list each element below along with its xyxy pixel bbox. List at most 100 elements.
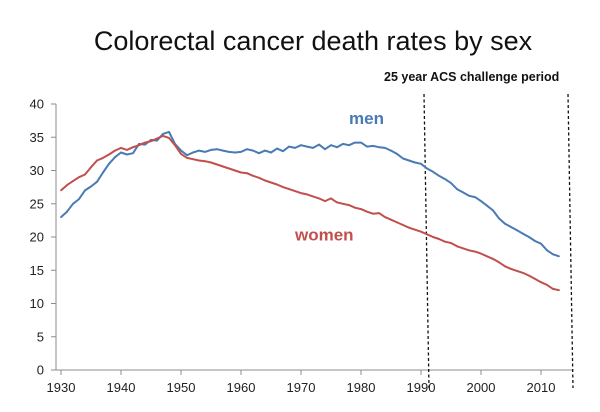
- x-tick-label: 1950: [167, 380, 196, 395]
- data-point-women: [540, 281, 542, 284]
- data-point-men: [282, 150, 284, 153]
- data-point-women: [138, 144, 140, 147]
- data-point-men: [270, 151, 272, 154]
- data-point-women: [372, 212, 374, 215]
- data-point-men: [60, 216, 62, 219]
- data-point-women: [144, 141, 146, 144]
- data-point-women: [210, 161, 212, 164]
- data-point-women: [156, 137, 158, 140]
- data-point-men: [90, 185, 92, 188]
- data-point-men: [552, 253, 554, 256]
- data-point-women: [378, 212, 380, 215]
- data-point-men: [450, 182, 452, 185]
- data-point-men: [132, 152, 134, 155]
- data-point-men: [330, 144, 332, 147]
- data-point-women: [324, 200, 326, 203]
- data-point-men: [204, 151, 206, 153]
- x-tick-label: 2000: [467, 380, 496, 395]
- data-point-women: [192, 158, 194, 161]
- data-point-women: [246, 172, 248, 175]
- data-point-women: [66, 184, 68, 187]
- data-point-women: [528, 274, 530, 277]
- data-point-men: [498, 217, 500, 220]
- challenge-period-boundary: [423, 93, 430, 389]
- data-point-women: [504, 265, 506, 268]
- data-point-women: [162, 135, 164, 137]
- data-point-women: [384, 216, 386, 219]
- challenge-period-label: 25 year ACS challenge period: [384, 70, 559, 84]
- data-point-women: [288, 188, 290, 191]
- data-point-women: [390, 218, 392, 221]
- data-point-women: [318, 197, 320, 200]
- data-point-women: [534, 278, 536, 280]
- data-point-men: [252, 149, 254, 152]
- data-point-men: [210, 149, 212, 151]
- data-point-women: [270, 181, 272, 184]
- data-point-men: [120, 151, 122, 154]
- data-point-women: [366, 210, 368, 213]
- data-point-women: [180, 153, 182, 155]
- data-point-men: [528, 236, 530, 238]
- x-tick-label: 1980: [347, 380, 376, 395]
- data-point-women: [510, 268, 512, 270]
- data-point-women: [492, 258, 494, 260]
- data-point-women: [420, 230, 422, 233]
- data-point-men: [324, 148, 326, 151]
- data-point-men: [366, 145, 368, 148]
- data-point-women: [408, 226, 410, 229]
- data-point-men: [408, 159, 410, 162]
- data-point-women: [396, 221, 398, 224]
- data-point-women: [120, 147, 122, 149]
- data-point-men: [78, 198, 80, 201]
- data-point-men: [276, 147, 278, 150]
- data-point-men: [360, 141, 362, 144]
- data-point-women: [462, 247, 464, 250]
- data-point-women: [96, 159, 98, 162]
- y-tick-label: 20: [30, 230, 44, 245]
- data-point-women: [516, 270, 518, 272]
- data-point-men: [414, 161, 416, 164]
- data-point-men: [378, 146, 380, 149]
- data-point-women: [456, 245, 458, 248]
- data-point-women: [294, 190, 296, 193]
- data-point-men: [216, 148, 218, 151]
- data-point-women: [198, 159, 200, 162]
- data-point-men: [318, 143, 320, 146]
- data-point-men: [336, 146, 338, 149]
- data-point-men: [492, 209, 494, 212]
- data-point-women: [72, 180, 74, 183]
- data-point-men: [420, 162, 422, 165]
- data-point-women: [468, 249, 470, 252]
- data-point-men: [228, 151, 230, 153]
- data-point-women: [90, 166, 92, 169]
- data-point-women: [426, 233, 428, 236]
- data-point-women: [258, 176, 260, 179]
- data-point-women: [108, 153, 110, 156]
- data-point-men: [114, 156, 116, 159]
- data-point-men: [396, 153, 398, 155]
- data-point-men: [384, 147, 386, 149]
- data-point-men: [66, 210, 68, 213]
- chart-title: Colorectal cancer death rates by sex: [94, 26, 533, 56]
- data-point-women: [552, 288, 554, 290]
- data-point-women: [414, 228, 416, 231]
- data-point-men: [222, 149, 224, 152]
- data-point-women: [480, 252, 482, 255]
- data-point-women: [348, 204, 350, 207]
- data-point-women: [114, 149, 116, 152]
- data-point-women: [432, 236, 434, 238]
- data-point-women: [186, 157, 188, 159]
- data-point-men: [534, 240, 536, 242]
- data-point-women: [282, 186, 284, 189]
- data-point-men: [234, 151, 236, 154]
- data-point-men: [186, 154, 188, 157]
- y-tick-label: 15: [30, 263, 44, 278]
- data-point-men: [198, 149, 200, 152]
- series-line-women: [60, 134, 560, 292]
- data-point-men: [246, 148, 248, 151]
- data-point-men: [306, 145, 308, 148]
- data-point-women: [402, 224, 404, 226]
- data-point-women: [222, 165, 224, 168]
- data-point-women: [174, 144, 176, 147]
